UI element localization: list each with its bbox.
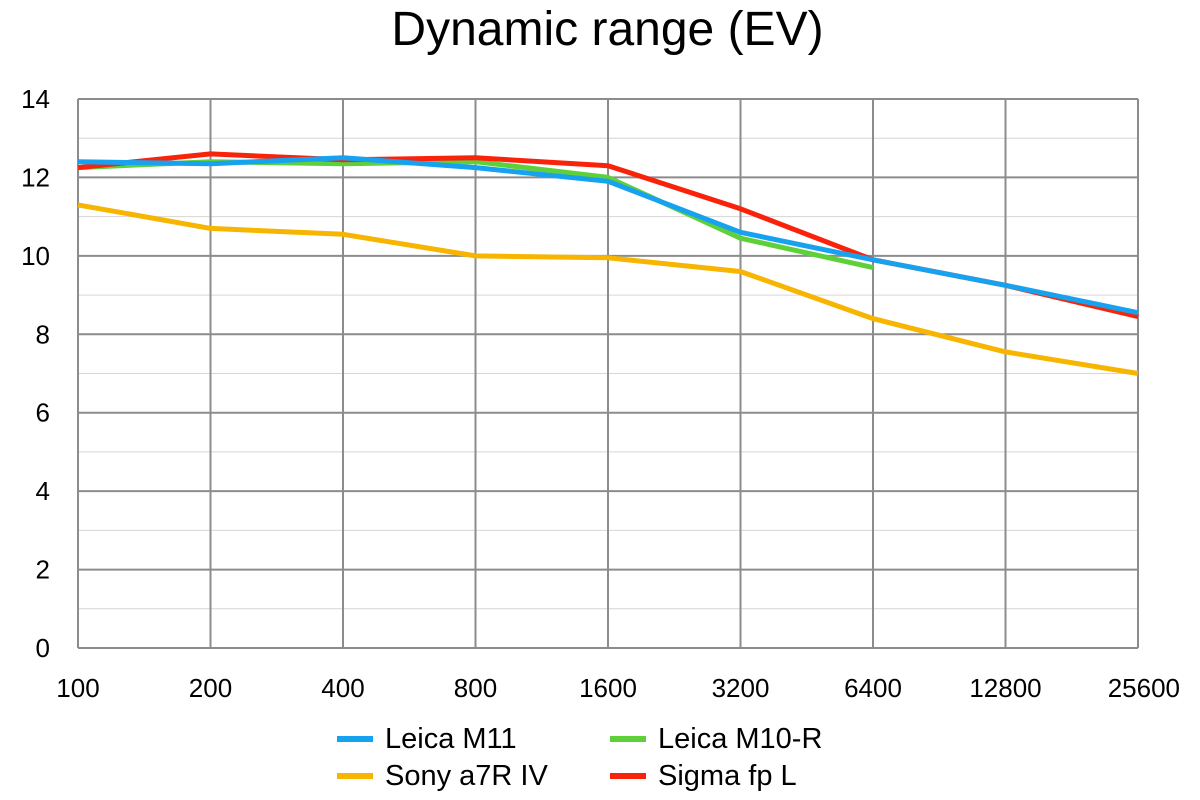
- y-tick-label: 10: [21, 241, 50, 271]
- x-tick-label: 25600: [1108, 673, 1180, 703]
- x-tick-label: 3200: [712, 673, 770, 703]
- x-tick-label: 6400: [844, 673, 902, 703]
- legend-label: Leica M10-R: [658, 722, 823, 755]
- series-lines: [77, 151, 1139, 376]
- x-tick-label: 800: [454, 673, 497, 703]
- y-tick-label: 2: [36, 555, 50, 585]
- y-tick-label: 4: [36, 476, 50, 506]
- legend-swatch: [337, 773, 373, 779]
- x-tick-label: 400: [321, 673, 364, 703]
- y-tick-label: 6: [36, 398, 50, 428]
- legend-label: Leica M11: [385, 722, 517, 755]
- legend-swatch: [337, 736, 373, 742]
- legend-swatch: [610, 736, 646, 742]
- y-axis-tick-labels: 0 2 4 6 8 10 12 14: [21, 84, 50, 663]
- chart-title: Dynamic range (EV): [391, 3, 824, 56]
- series-line-leica-m11: [77, 155, 1139, 316]
- x-tick-label: 200: [189, 673, 232, 703]
- y-tick-label: 8: [36, 319, 50, 349]
- major-gridlines: [77, 98, 1139, 649]
- x-tick-label: 1600: [579, 673, 637, 703]
- legend-item: Leica M11: [337, 722, 517, 756]
- legend-label: Sigma fp L: [658, 759, 797, 792]
- y-tick-label: 14: [21, 84, 50, 114]
- legend-item: Sigma fp L: [610, 759, 797, 793]
- y-tick-label: 0: [36, 633, 50, 663]
- legend-item: Sony a7R IV: [337, 759, 548, 793]
- series-line-sony-a7r-iv: [77, 202, 1139, 376]
- y-tick-label: 12: [21, 162, 50, 192]
- legend-swatch: [610, 773, 646, 779]
- legend-item: Leica M10-R: [610, 722, 822, 756]
- x-tick-label: 100: [56, 673, 99, 703]
- legend-label: Sony a7R IV: [385, 759, 548, 792]
- x-axis-tick-labels: 100 200 400 800 1600 3200 6400 12800 25600: [56, 673, 1180, 703]
- x-tick-label: 12800: [969, 673, 1041, 703]
